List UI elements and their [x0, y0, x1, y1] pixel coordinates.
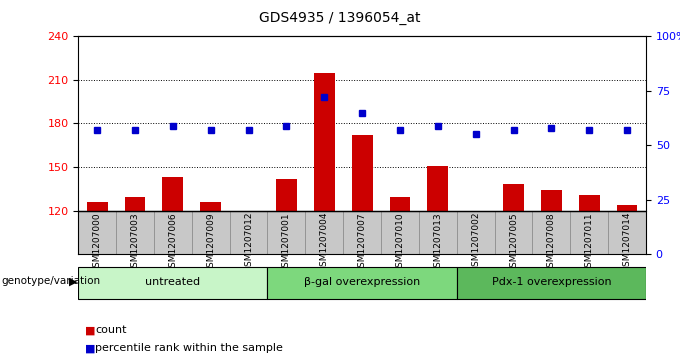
Bar [457, 267, 646, 299]
Bar [78, 211, 116, 254]
Bar [465, 211, 486, 212]
Text: GSM1207003: GSM1207003 [131, 212, 139, 273]
Text: GSM1207002: GSM1207002 [471, 212, 480, 273]
Bar [579, 195, 600, 211]
Text: GDS4935 / 1396054_at: GDS4935 / 1396054_at [259, 11, 421, 25]
Bar [116, 211, 154, 254]
Bar [352, 135, 373, 211]
Bar [608, 211, 646, 254]
Bar [503, 184, 524, 211]
Bar [192, 211, 230, 254]
Bar [494, 211, 532, 254]
Bar [390, 197, 410, 211]
Bar [267, 211, 305, 254]
Bar [343, 211, 381, 254]
Bar [305, 211, 343, 254]
Text: genotype/variation: genotype/variation [1, 276, 101, 286]
Text: GSM1207009: GSM1207009 [206, 212, 215, 273]
Bar [457, 211, 494, 254]
Bar [163, 177, 183, 211]
Text: ▶: ▶ [69, 276, 78, 286]
Text: GSM1207001: GSM1207001 [282, 212, 291, 273]
Bar [276, 179, 296, 211]
Text: Pdx-1 overexpression: Pdx-1 overexpression [492, 277, 611, 287]
Text: GSM1207011: GSM1207011 [585, 212, 594, 273]
Text: GSM1207004: GSM1207004 [320, 212, 328, 273]
Bar [381, 211, 419, 254]
Text: GSM1207012: GSM1207012 [244, 212, 253, 273]
Bar [617, 205, 637, 211]
Text: GSM1207007: GSM1207007 [358, 212, 367, 273]
Bar [124, 197, 146, 211]
Bar [428, 166, 448, 211]
Text: GSM1207013: GSM1207013 [433, 212, 442, 273]
Text: GSM1207014: GSM1207014 [623, 212, 632, 273]
Bar [571, 211, 608, 254]
Text: GSM1207006: GSM1207006 [169, 212, 177, 273]
Bar [419, 211, 457, 254]
Bar [201, 202, 221, 211]
Bar [314, 73, 335, 211]
Bar [267, 267, 457, 299]
Bar [87, 202, 107, 211]
Bar [78, 267, 267, 299]
Bar [532, 211, 571, 254]
Bar [154, 211, 192, 254]
Text: β-gal overexpression: β-gal overexpression [304, 277, 420, 287]
Bar [230, 211, 267, 254]
Text: GSM1207005: GSM1207005 [509, 212, 518, 273]
Bar [541, 190, 562, 211]
Text: ■: ■ [85, 325, 95, 335]
Text: GSM1207010: GSM1207010 [396, 212, 405, 273]
Text: untreated: untreated [146, 277, 201, 287]
Text: ■: ■ [85, 343, 95, 354]
Text: percentile rank within the sample: percentile rank within the sample [95, 343, 283, 354]
Text: count: count [95, 325, 126, 335]
Text: GSM1207008: GSM1207008 [547, 212, 556, 273]
Text: GSM1207000: GSM1207000 [92, 212, 101, 273]
